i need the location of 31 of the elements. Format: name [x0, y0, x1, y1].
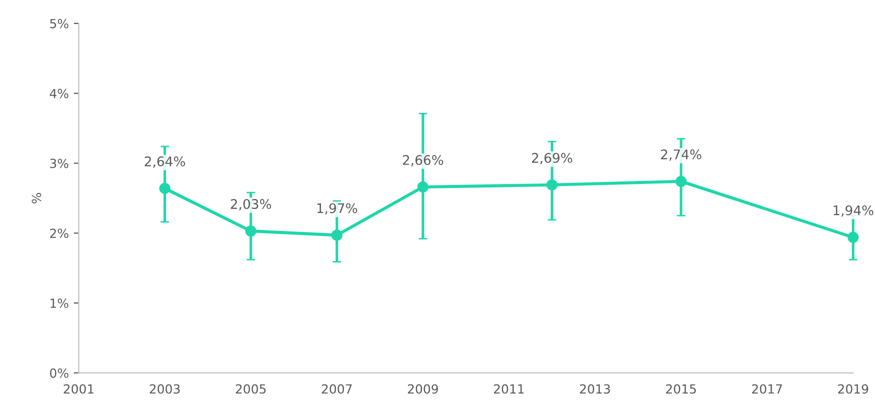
data-label: 2,74% — [661, 149, 702, 161]
point — [848, 232, 859, 243]
y-tick-label: 1% — [50, 298, 68, 308]
data-label: 2,69% — [532, 152, 572, 164]
x-tick-label: 2011 — [494, 384, 524, 394]
point — [546, 179, 558, 190]
x-tick-label: 2007 — [322, 384, 352, 394]
point — [245, 225, 256, 237]
x-tick-label: 2013 — [580, 384, 610, 394]
y-axis-title: % — [32, 192, 42, 204]
y-tick-label: 0% — [50, 368, 68, 378]
x-tick-label: 2001 — [64, 384, 94, 394]
point — [159, 182, 170, 194]
x-tick-label: 2005 — [236, 384, 266, 394]
point — [675, 176, 687, 187]
data-label: 2,66% — [402, 155, 444, 166]
data-label: 2,03% — [230, 199, 272, 210]
x-tick-label: 2015 — [666, 384, 696, 394]
x-tick-label: 2003 — [150, 384, 180, 394]
y-tick-label: 2% — [50, 228, 68, 238]
x-tick-label: 2017 — [752, 384, 782, 394]
point — [417, 181, 428, 193]
y-tick-label: 3% — [50, 158, 68, 168]
data-label: 2,64% — [144, 156, 186, 168]
y-tick-label: 4% — [50, 88, 68, 98]
data-label: 1,94% — [834, 205, 874, 217]
data-label: 1,97% — [317, 203, 358, 215]
x-tick-label: 2019 — [838, 384, 868, 394]
x-tick-label: 2009 — [408, 384, 438, 394]
y-tick-label: 5% — [50, 18, 68, 28]
point — [331, 230, 342, 241]
